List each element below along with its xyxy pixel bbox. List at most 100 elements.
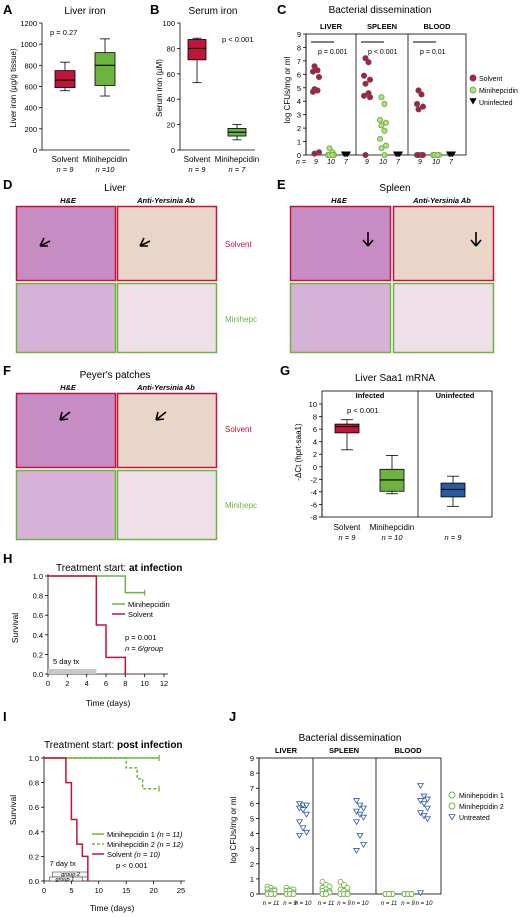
panel-c-n-label: 9	[365, 159, 369, 166]
panel-d-img-he-mini-bg	[16, 283, 116, 353]
panel-h-treatment-bar	[48, 669, 97, 674]
panel-c-point	[309, 68, 317, 75]
panel-j-point	[360, 805, 367, 812]
panel-c-y-tick-label: 8	[297, 43, 301, 52]
panel-g-n-label: n = 10	[381, 533, 403, 542]
panel-c-n-label: 7	[449, 159, 454, 166]
panel-j-point	[299, 807, 307, 814]
arrow-icon	[470, 232, 482, 247]
panel-f-letter: F	[3, 363, 11, 378]
panel-i-x-tick-label: 15	[122, 886, 130, 895]
panel-j-point	[323, 891, 329, 897]
panel-b-title: Serum iron	[189, 6, 238, 17]
panel-j-legend-marker	[448, 791, 456, 799]
panel-j-frame	[258, 757, 442, 895]
panel-c-point	[378, 94, 385, 101]
panel-b-y-tick-label: 40	[167, 95, 175, 104]
panel-j-point	[353, 798, 360, 805]
panel-e-img-ihc-mini-border	[392, 282, 495, 354]
panel-j-n-label: n = 11	[263, 901, 279, 907]
panel-d-row-label: Solvent	[225, 240, 252, 249]
panel-e-col-label: Anti-Yersinia Ab	[412, 196, 471, 205]
panel-f-img-ihc-solvent-bg	[117, 393, 217, 468]
panel-j-y-tick-label: 9	[250, 754, 254, 763]
panel-i-letter: I	[3, 709, 7, 724]
panel-c-y-tick-label: 3	[297, 111, 301, 120]
panel-e-img-he-solvent-border	[289, 205, 392, 282]
panel-d-title: Liver	[104, 183, 126, 194]
panel-a-y-tick-label: 200	[24, 125, 37, 134]
panel-b-y-tick-label: 100	[162, 19, 175, 28]
panel-j-point	[360, 814, 367, 821]
panel-c-point	[315, 73, 323, 81]
panel-j-section-label: BLOOD	[394, 746, 422, 755]
panel-i-group1-label: group 1	[55, 877, 74, 883]
panel-j-n-label: n = 10	[352, 901, 370, 907]
panel-g-box-2-box	[440, 482, 466, 498]
panel-i-x-tick-label: 5	[69, 886, 73, 895]
panel-a-y-tick-label: 800	[24, 61, 37, 70]
panel-g-n-label: n = 9	[445, 533, 463, 542]
panel-c-legend-marker	[469, 74, 477, 82]
panel-g-group-label: Minihepcidin	[370, 523, 414, 532]
panel-j-n-label: n = 11	[318, 901, 334, 907]
panel-c-pval: p < 0.001	[368, 49, 397, 56]
panel-j-point	[417, 783, 424, 790]
panel-g-frame	[321, 390, 493, 518]
panel-c-point	[365, 59, 372, 66]
panel-j-y-tick-label: 1	[250, 875, 254, 884]
arrow-icon	[362, 232, 374, 247]
panel-h-y-tick-label: 0.0	[33, 670, 43, 679]
panel-e-img-he-solvent-bg	[290, 206, 391, 281]
panel-j-point	[417, 810, 424, 817]
panel-g-y-tick-label: -2	[310, 475, 317, 484]
panel-a-group-label: Solvent	[52, 155, 79, 164]
panel-j-y-tick-label: 4	[250, 830, 254, 839]
panel-c-y-tick-label: 1	[297, 138, 301, 147]
panel-c-point	[360, 92, 368, 99]
panel-i-legend-name: Solvent	[107, 850, 134, 859]
panel-c-point	[381, 100, 388, 107]
panel-j-y-tick-label: 5	[250, 814, 254, 823]
panel-g-title: Liver Saa1 mRNA	[355, 373, 435, 384]
panel-j-point	[360, 842, 367, 848]
panel-j-point	[424, 805, 431, 812]
panel-f-img-ihc-solvent-border	[116, 392, 218, 469]
panel-g-y-tick-label: 0	[313, 463, 317, 472]
panel-c-point	[376, 116, 384, 124]
panel-c-point	[362, 80, 369, 87]
panel-g-box-0-box	[334, 423, 360, 434]
panel-c-point	[376, 135, 384, 142]
panel-i-curve	[44, 757, 89, 881]
panel-c-n-label: n =	[296, 159, 306, 166]
panel-i-legend-n: (n = 10)	[134, 850, 161, 859]
arrow-icon	[39, 237, 51, 247]
panel-b-n-label: n = 7	[229, 165, 247, 174]
panel-j-point	[356, 832, 364, 839]
panel-g-y-tick-label: -6	[310, 500, 317, 509]
panel-j-section-label: LIVER	[275, 746, 298, 755]
panel-c-title: Bacterial dissemination	[329, 5, 432, 16]
panel-i-y-tick-label: 0.6	[29, 803, 39, 812]
panel-i-x-tick-label: 20	[149, 886, 157, 895]
panel-g-y-tick-label: 2	[313, 450, 317, 459]
panel-e-title: Spleen	[379, 183, 410, 194]
panel-j-letter: J	[229, 709, 236, 724]
panel-h-y-tick-label: 0.2	[33, 650, 43, 659]
panel-c-point	[413, 100, 421, 107]
panel-c-point	[378, 122, 385, 129]
panel-d-letter: D	[3, 177, 12, 192]
panel-c-point	[366, 76, 374, 83]
panel-j-n-label: n = 9	[401, 901, 415, 907]
panel-j-point	[296, 819, 303, 826]
panel-c-n-label: 10	[327, 159, 335, 166]
panel-b-n-label: n = 9	[189, 165, 207, 174]
panel-d-img-ihc-mini-border	[116, 282, 218, 354]
panel-j-point	[417, 798, 424, 805]
panel-g-section-label: Infected	[356, 391, 385, 400]
panel-c-point	[378, 145, 385, 152]
panel-i-tx-label: 7 day tx	[49, 859, 76, 868]
panel-j-point	[356, 811, 364, 818]
panel-i-y-tick-label: 0.0	[29, 877, 39, 886]
panel-h-y-tick-label: 1.0	[33, 572, 43, 581]
